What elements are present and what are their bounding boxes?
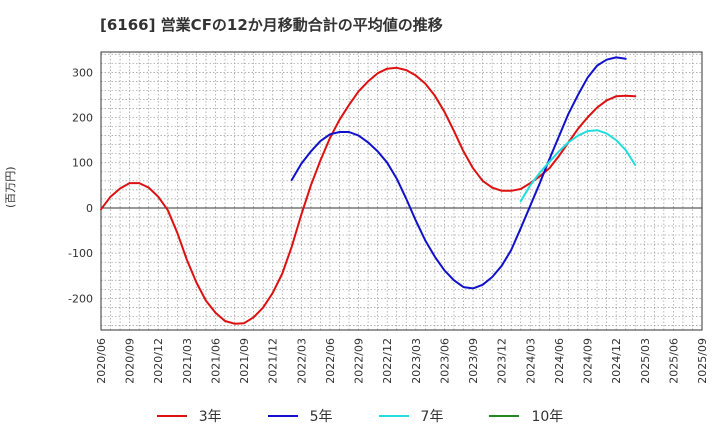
series-line-3 [519, 129, 637, 203]
x-tick-label: 2023/06 [438, 338, 451, 384]
x-tick-label: 2025/06 [667, 338, 680, 384]
x-tick-label: 2023/12 [496, 338, 509, 384]
legend-label: 3年 [198, 409, 222, 425]
x-tick-label: 2022/03 [295, 338, 308, 384]
legend-label: 5年 [309, 409, 333, 425]
legend-item-4: 10年 [489, 406, 563, 426]
y-tick-label: 100 [72, 157, 93, 170]
x-tick-label: 2021/09 [238, 338, 251, 384]
x-tick-label: 2023/03 [410, 338, 423, 384]
x-tick-label: 2022/12 [381, 338, 394, 384]
x-tick-label: 2020/09 [124, 338, 137, 384]
y-tick-label: 300 [72, 66, 93, 79]
legend-swatch [156, 415, 187, 417]
legend-swatch [489, 415, 520, 417]
legend-item-1: 3年 [156, 406, 222, 426]
x-tick-label: 2022/06 [324, 338, 337, 384]
legend-swatch [267, 415, 298, 417]
chart-legend: 3年 5年 7年 10年 [0, 402, 720, 430]
legend-item-3: 7年 [378, 406, 444, 426]
y-tick-label: -200 [68, 292, 93, 305]
y-tick-label: 200 [72, 112, 93, 125]
x-tick-label: 2020/06 [95, 338, 108, 384]
x-tick-label: 2024/03 [524, 338, 537, 384]
x-tick-label: 2021/03 [181, 338, 194, 384]
x-tick-label: 2025/03 [639, 338, 652, 384]
legend-label: 10年 [531, 409, 564, 425]
x-tick-label: 2023/09 [467, 338, 480, 384]
x-tick-label: 2024/06 [553, 338, 566, 384]
chart-title: [6166] 営業CFの12か月移動合計の平均値の推移 [100, 16, 443, 34]
x-tick-label: 2021/06 [209, 338, 222, 384]
legend-label: 7年 [420, 409, 444, 425]
series-line-2 [290, 56, 627, 290]
x-tick-label: 2025/09 [696, 338, 709, 384]
x-tick-label: 2024/12 [610, 338, 623, 384]
series-line-1 [100, 66, 637, 325]
x-tick-label: 2024/09 [582, 338, 595, 384]
y-tick-label: 0 [86, 202, 93, 215]
x-tick-label: 2021/12 [267, 338, 280, 384]
legend-item-2: 5年 [267, 406, 333, 426]
x-tick-label: 2022/09 [353, 338, 366, 384]
legend-swatch [378, 415, 409, 417]
x-tick-label: 2020/12 [152, 338, 165, 384]
plot-area-frame [100, 51, 703, 331]
y-tick-label: -100 [68, 247, 93, 260]
